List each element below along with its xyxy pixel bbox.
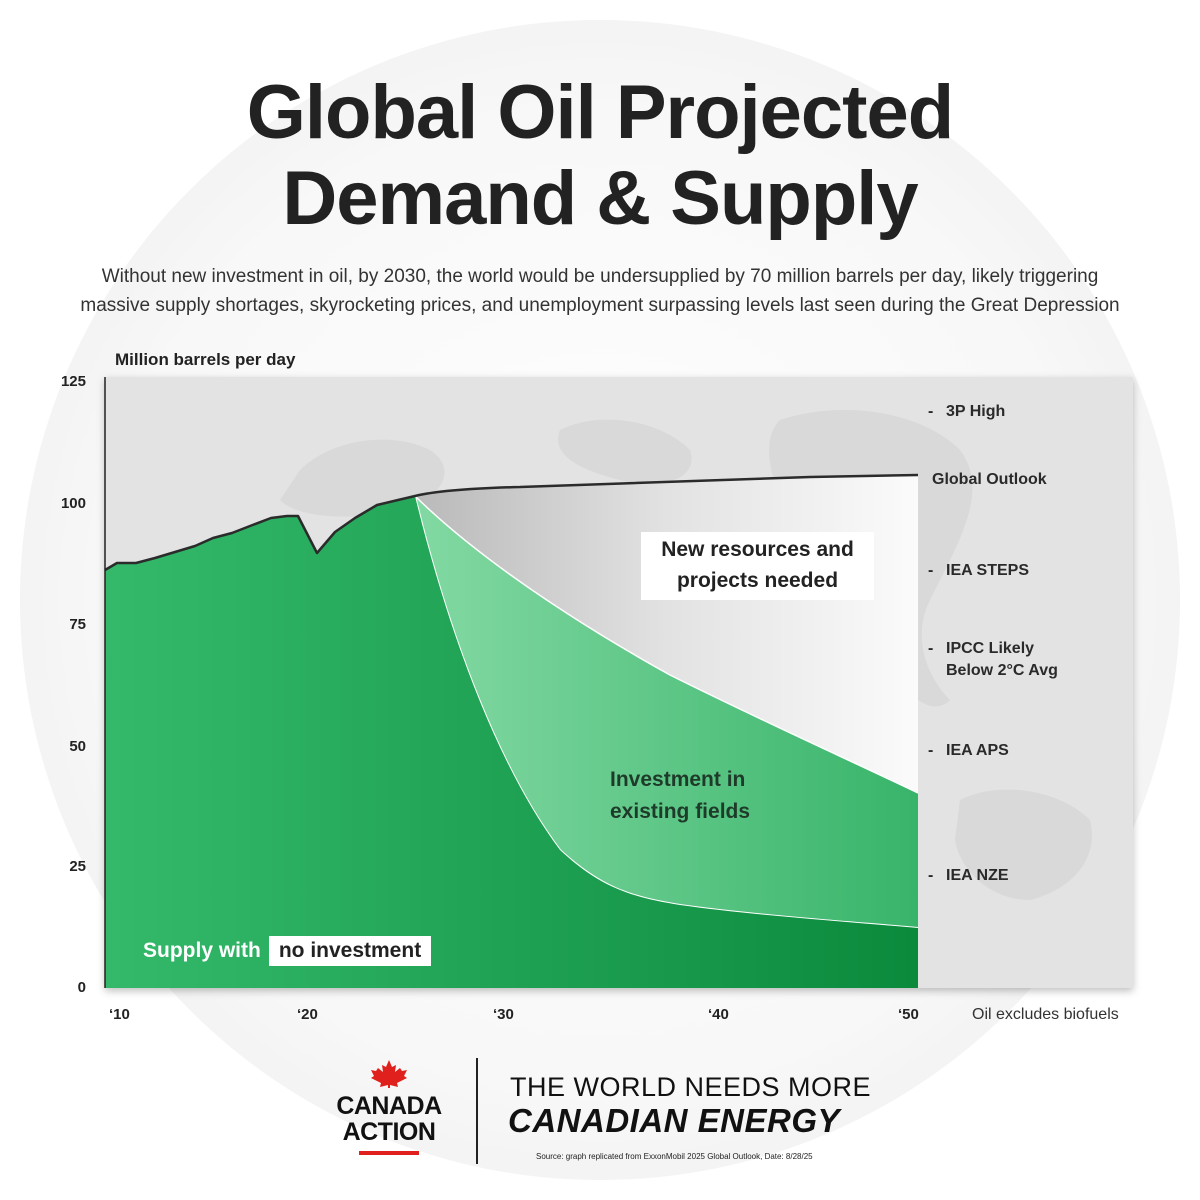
y-tick-25: 25 — [69, 858, 86, 875]
logo-line-1: CANADA — [336, 1092, 442, 1120]
subtitle-line-2: massive supply shortages, skyrocketing p… — [80, 295, 1120, 316]
x-tick-2010: ‘10 — [109, 1006, 130, 1023]
x-tick-2020: ‘20 — [297, 1006, 318, 1023]
scenario-3p-high: -3P High — [928, 403, 1006, 420]
title-line-2: Demand & Supply — [282, 156, 918, 241]
page-title: Global Oil Projected Demand & Supply — [0, 70, 1200, 242]
global-outlook-demand-line — [104, 473, 919, 572]
source-note: Source: graph replicated from ExxonMobil… — [536, 1152, 813, 1161]
y-axis-title: Million barrels per day — [115, 350, 296, 369]
investment-existing-fields-label: Investment in existing fields — [610, 768, 751, 823]
scenario-iea-aps: - IEA APS — [928, 742, 1009, 759]
supply-no-investment-area — [105, 496, 918, 988]
x-tick-2040: ‘40 — [708, 1006, 729, 1023]
biofuels-note: Oil excludes biofuels — [972, 1006, 1119, 1023]
y-tick-75: 75 — [69, 616, 86, 633]
logo-line-2: ACTION — [342, 1118, 436, 1146]
y-tick-0: 0 — [77, 979, 86, 996]
footer-divider — [476, 1058, 478, 1164]
new-resources-label: New resources and projects needed — [641, 532, 874, 600]
canada-action-logo: CANADA ACTION — [327, 1060, 451, 1155]
x-tick-2050: ‘50 — [898, 1006, 919, 1023]
maple-leaf-icon — [371, 1060, 407, 1088]
supply-no-investment-label: Supply with no investment — [143, 936, 432, 966]
logo-red-bar — [359, 1151, 419, 1155]
subtitle-line-1: Without new investment in oil, by 2030, … — [101, 266, 1099, 287]
investment-top-edge — [414, 495, 919, 794]
scenario-iea-nze: - IEA NZE — [928, 867, 1009, 884]
tagline-line-1: THE WORLD NEEDS MORE — [510, 1072, 872, 1102]
y-tick-125: 125 — [60, 373, 86, 390]
scenario-ipcc-below-2c: - IPCC Likely Below 2°C Avg — [928, 640, 1058, 679]
title-line-1: Global Oil Projected — [246, 70, 954, 155]
x-tick-2030: ‘30 — [493, 1006, 514, 1023]
investment-area — [415, 496, 918, 928]
scenario-iea-steps: - IEA STEPS — [928, 562, 1029, 579]
subtitle: Without new investment in oil, by 2030, … — [30, 262, 1170, 320]
y-tick-100: 100 — [60, 495, 86, 512]
y-tick-50: 50 — [69, 738, 86, 755]
tagline-line-2: CANADIAN ENERGY — [508, 1102, 841, 1139]
scenario-global-outlook: Global Outlook — [932, 471, 1047, 488]
